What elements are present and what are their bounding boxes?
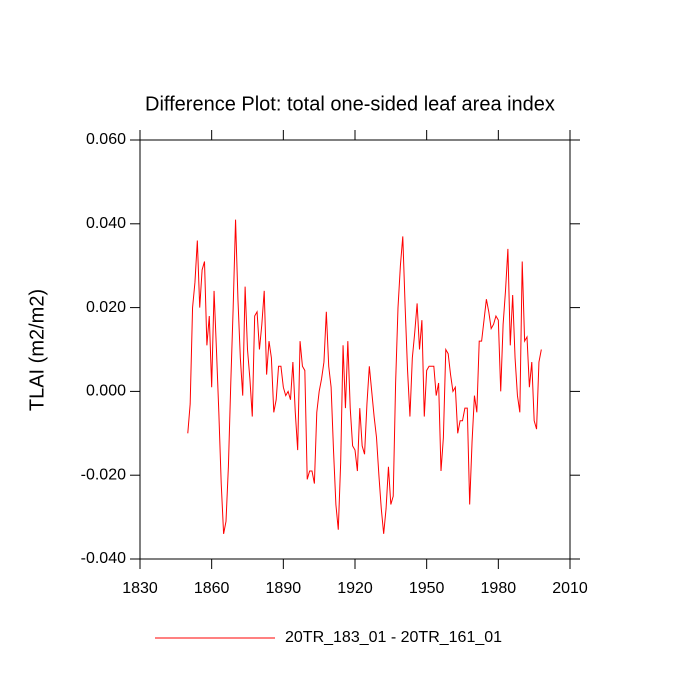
x-tick-label: 1920 (337, 580, 373, 597)
y-axis-label: TLAI (m2/m2) (26, 289, 48, 411)
x-tick-label: 1980 (481, 580, 517, 597)
chart-title: Difference Plot: total one-sided leaf ar… (145, 93, 555, 115)
legend-label: 20TR_183_01 - 20TR_161_01 (285, 629, 502, 646)
x-tick-label: 1860 (194, 580, 230, 597)
data-line (187, 219, 542, 534)
plot-frame (139, 139, 571, 560)
y-tick-label: 0.060 (86, 131, 126, 148)
y-tick-label: -0.040 (81, 550, 126, 567)
y-tick-label: 0.000 (86, 383, 126, 400)
x-tick-label: 2010 (552, 580, 588, 597)
x-tick-label: 1890 (266, 580, 302, 597)
y-tick-label: 0.040 (86, 215, 126, 232)
y-tick-label: 0.020 (86, 299, 126, 316)
x-tick-label: 1950 (409, 580, 445, 597)
x-tick-label: 1830 (122, 580, 158, 597)
y-tick-label: -0.020 (81, 466, 126, 483)
